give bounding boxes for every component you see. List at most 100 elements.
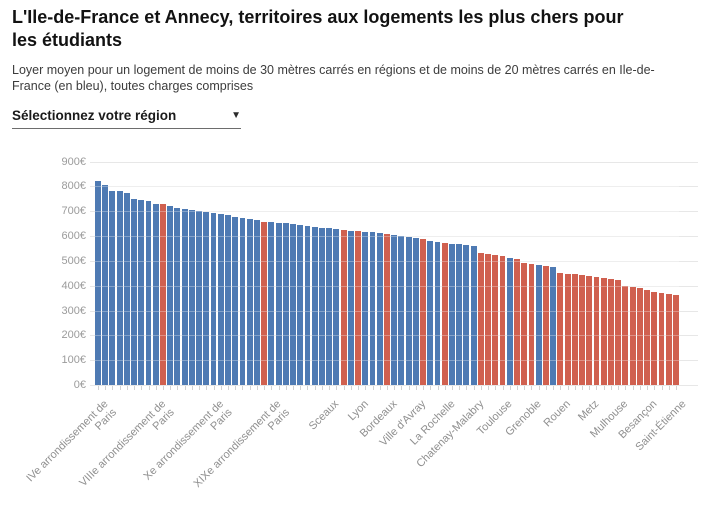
bar[interactable] — [362, 231, 369, 385]
x-axis-tick — [119, 386, 121, 390]
x-axis-tick — [177, 386, 179, 390]
bar[interactable] — [304, 225, 311, 385]
bar[interactable] — [239, 218, 246, 385]
bar[interactable] — [131, 199, 138, 385]
x-axis-tick — [473, 386, 475, 390]
bar[interactable] — [152, 203, 159, 385]
bar[interactable] — [571, 274, 578, 385]
bar[interactable] — [340, 229, 347, 385]
x-axis-tick — [235, 386, 237, 390]
bar[interactable] — [644, 289, 650, 385]
y-axis-tick-label: 800€ — [61, 180, 86, 193]
bar[interactable] — [456, 244, 463, 385]
bar[interactable] — [188, 210, 195, 385]
bar[interactable] — [499, 256, 506, 385]
bar[interactable] — [326, 228, 333, 385]
bar[interactable] — [557, 272, 564, 385]
bar[interactable] — [434, 241, 441, 385]
bar[interactable] — [564, 273, 571, 385]
bar[interactable] — [593, 277, 600, 385]
bar[interactable] — [412, 238, 419, 385]
bar[interactable] — [333, 229, 340, 385]
bar[interactable] — [268, 221, 275, 385]
bar[interactable] — [579, 275, 585, 385]
bar[interactable] — [600, 278, 607, 385]
bar[interactable] — [514, 258, 520, 385]
bar[interactable] — [665, 294, 672, 385]
bar[interactable] — [405, 236, 412, 385]
bar[interactable] — [477, 253, 484, 385]
bar[interactable] — [210, 213, 217, 385]
chart-header: L'Ile-de-France et Annecy, territoires a… — [0, 0, 704, 129]
bar[interactable] — [109, 190, 116, 385]
bar[interactable] — [550, 266, 557, 385]
bar[interactable] — [427, 240, 434, 385]
bar[interactable] — [116, 191, 123, 385]
bar[interactable] — [347, 230, 354, 385]
bar[interactable] — [95, 181, 101, 385]
bar[interactable] — [535, 264, 542, 385]
y-axis-tick-label: 600€ — [61, 230, 86, 243]
bar[interactable] — [629, 287, 636, 385]
bar[interactable] — [196, 211, 203, 385]
bar[interactable] — [506, 257, 513, 385]
y-axis-tick-label: 300€ — [61, 304, 86, 317]
bar[interactable] — [275, 222, 282, 385]
y-gridline-overlay — [95, 211, 679, 213]
region-select-dropdown[interactable]: Sélectionnez votre région ▼ — [12, 108, 241, 129]
bar[interactable] — [615, 280, 622, 385]
bar[interactable] — [470, 245, 477, 385]
bar[interactable] — [528, 263, 535, 385]
bar[interactable] — [167, 206, 174, 385]
bar[interactable] — [318, 227, 325, 385]
bar[interactable] — [203, 212, 210, 385]
bar[interactable] — [174, 208, 181, 385]
bar[interactable] — [160, 204, 166, 385]
bar[interactable] — [138, 199, 145, 385]
chart-subtitle: Loyer moyen pour un logement de moins de… — [12, 63, 655, 93]
bar[interactable] — [521, 262, 528, 385]
y-axis-tick-label: 700€ — [61, 205, 86, 218]
bar[interactable] — [384, 233, 390, 385]
x-axis-tick — [278, 386, 280, 390]
y-axis-tick-label: 100€ — [61, 354, 86, 367]
bar[interactable] — [253, 220, 260, 385]
bar[interactable] — [297, 225, 304, 385]
x-axis-tick — [379, 386, 381, 390]
bar[interactable] — [485, 254, 492, 385]
bar[interactable] — [282, 223, 289, 385]
bar[interactable] — [123, 192, 130, 385]
bar[interactable] — [355, 231, 361, 385]
bar[interactable] — [658, 293, 665, 385]
bar[interactable] — [673, 295, 679, 385]
x-axis-tick — [625, 386, 627, 390]
bar[interactable] — [181, 209, 188, 385]
bar[interactable] — [217, 214, 224, 385]
bar[interactable] — [622, 285, 629, 385]
bar[interactable] — [463, 245, 470, 385]
x-axis-tick — [538, 386, 540, 390]
bar[interactable] — [449, 243, 455, 385]
bar[interactable] — [441, 242, 448, 385]
bar[interactable] — [246, 219, 253, 385]
bar[interactable] — [542, 265, 549, 385]
bar[interactable] — [636, 288, 643, 385]
bar[interactable] — [369, 232, 376, 385]
bar[interactable] — [607, 279, 614, 385]
bar[interactable] — [586, 276, 593, 385]
bar[interactable] — [376, 233, 383, 385]
bar[interactable] — [145, 201, 152, 385]
bar[interactable] — [651, 291, 658, 385]
x-axis-tick — [524, 386, 526, 390]
bar[interactable] — [398, 235, 405, 385]
bar[interactable] — [102, 184, 109, 385]
bar[interactable] — [492, 255, 499, 385]
bar[interactable] — [420, 239, 427, 385]
bar[interactable] — [261, 221, 268, 385]
x-axis-tick — [668, 386, 670, 390]
bar[interactable] — [225, 215, 231, 385]
bar[interactable] — [311, 226, 318, 385]
bar[interactable] — [290, 224, 296, 385]
bar[interactable] — [391, 234, 398, 385]
bar[interactable] — [232, 216, 239, 385]
